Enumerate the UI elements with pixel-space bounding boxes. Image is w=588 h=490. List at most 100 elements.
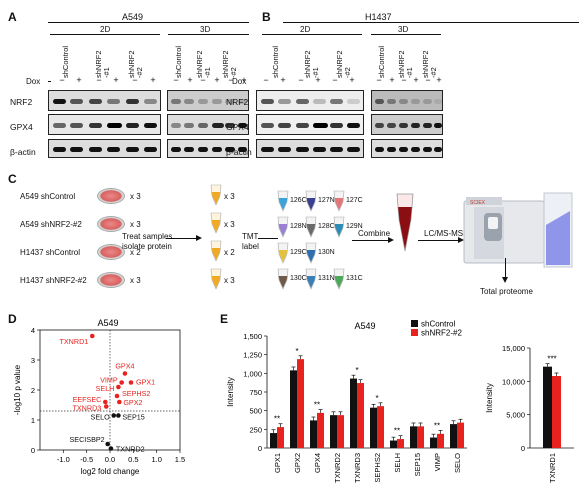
sample-multiplier: x 2 (130, 248, 141, 257)
tmt-label: 126C (290, 197, 307, 204)
x-tick-label: 0.0 (105, 455, 115, 464)
selenoprotein-bar-chart: 02505007501,0001,2501,500Intensity**GPX1… (226, 320, 467, 483)
volcano-point (114, 393, 120, 399)
bar (310, 420, 317, 448)
volcano-point-label: SECISBP2 (70, 435, 105, 444)
tmt-label: 131N (318, 275, 335, 282)
bar (370, 407, 377, 448)
bar-ylabel: Intensity (485, 383, 494, 413)
dox-sign: + (315, 75, 321, 85)
legend-label: shControl (421, 320, 455, 329)
volcano-point (103, 399, 108, 405)
tmt-tube-icon (277, 268, 289, 290)
dox-sign: − (96, 75, 102, 85)
significance-mark: ** (314, 401, 320, 410)
tmt-label: 127C (346, 197, 363, 204)
sample-label: A549 shNRF2-#2 (20, 220, 82, 229)
bar (297, 359, 304, 448)
volcano-point (116, 384, 121, 390)
tube-multiplier: x 3 (224, 220, 235, 229)
dox-sign: − (263, 75, 269, 85)
culture-dish-icon (97, 216, 125, 232)
tmt-tube-icon (333, 216, 345, 238)
y-tick-label: 2 (31, 386, 35, 395)
tmt-label: 128C (318, 223, 335, 230)
panel-b-cell-line: H1437 (365, 12, 392, 22)
bar (457, 422, 464, 448)
volcano-point (122, 371, 128, 376)
bar (357, 383, 364, 448)
dox-sign: + (436, 75, 442, 85)
tmt-tube-icon (333, 190, 345, 212)
culture-dish-icon (97, 244, 125, 260)
panel-c-step3: Combine (358, 229, 391, 238)
panel-b-dox-label: Dox (232, 77, 247, 86)
volcano-point-label: VIMP (100, 376, 118, 385)
volcano-point (103, 404, 109, 409)
bar (337, 415, 344, 448)
panel-b-row-gpx4: GPX4 (226, 122, 249, 132)
tmt-tube-icon (305, 268, 317, 290)
panel-b-label: B (262, 10, 271, 24)
tube-multiplier: x 2 (224, 248, 235, 257)
tmt-label: 130C (290, 275, 307, 282)
dox-sign: + (214, 75, 220, 85)
bar (410, 426, 417, 448)
x-tick-label: 1.5 (175, 455, 185, 464)
y-tick-label: 0 (31, 446, 35, 455)
significance-mark: * (295, 347, 298, 356)
panel-a-3d-lane-1: shControl (174, 45, 183, 78)
txnrd1-bar-chart: 0 5,000 10,000 15,000 Intensity *** TXNRD1 (485, 344, 574, 483)
dox-sign: − (228, 75, 234, 85)
y-tick-label: 3 (31, 356, 35, 365)
dox-sign: − (173, 75, 179, 85)
panel-a-gpx4-3d-blot (167, 114, 249, 135)
tmt-label: 130N (318, 249, 335, 256)
bar (350, 378, 357, 448)
volcano-point-label: EEFSEC (73, 395, 102, 404)
volcano-point-label: SEPHS2 (122, 389, 150, 398)
panel-a-2d-lane-1: shControl (61, 45, 70, 78)
tmt-tube-icon (333, 268, 345, 290)
significance-mark: *** (547, 355, 556, 364)
y-tick-label: 500 (249, 407, 262, 416)
tmt-label: 128N (290, 223, 307, 230)
panel-c-result: Total proteome (480, 287, 533, 296)
panel-b-gpx4-3d-blot (371, 114, 443, 135)
y-tick-label: 0 (258, 444, 262, 453)
volcano-point-label: TXNRD1 (60, 337, 89, 346)
dox-sign: + (113, 75, 119, 85)
panel-b-2d-label: 2D (300, 25, 311, 34)
dox-sign: + (349, 75, 355, 85)
panel-a-label: A (8, 10, 17, 24)
panel-a-row-actin: β-actin (10, 147, 36, 157)
sample-label: H1437 shControl (20, 248, 81, 257)
combined-tube-icon (396, 193, 414, 252)
dox-sign: + (389, 75, 395, 85)
panel-b-2d-lane-1: shControl (271, 45, 280, 78)
volcano-title: A549 (97, 318, 118, 328)
sample-multiplier: x 3 (130, 220, 141, 229)
y-tick-label: 15,000 (502, 344, 525, 353)
bar (377, 406, 384, 448)
dox-sign: + (76, 75, 82, 85)
x-tick-label: GPX1 (273, 453, 282, 473)
bar (417, 426, 424, 448)
legend-swatch (411, 320, 418, 327)
panel-c-label: C (8, 172, 17, 186)
y-tick-label: 750 (249, 388, 262, 397)
dox-sign: + (280, 75, 286, 85)
sample-label: H1437 shNRF2-#2 (20, 276, 87, 285)
x-tick-label: 0.5 (128, 455, 138, 464)
panel-b-3d-lane-1: shControl (377, 45, 386, 78)
significance-mark: ** (394, 427, 400, 436)
x-tick-label: 1.0 (151, 455, 161, 464)
x-tick-label: SEPHS2 (373, 453, 382, 483)
y-tick-label: 1,000 (243, 369, 262, 378)
volcano-point-label: SELH (96, 384, 115, 393)
bar (330, 415, 337, 448)
panel-a-row-nrf2: NRF2 (10, 97, 33, 107)
sample-tube-icon (210, 212, 222, 234)
significance-mark: * (375, 394, 378, 403)
y-tick-label: 1,500 (243, 332, 262, 341)
